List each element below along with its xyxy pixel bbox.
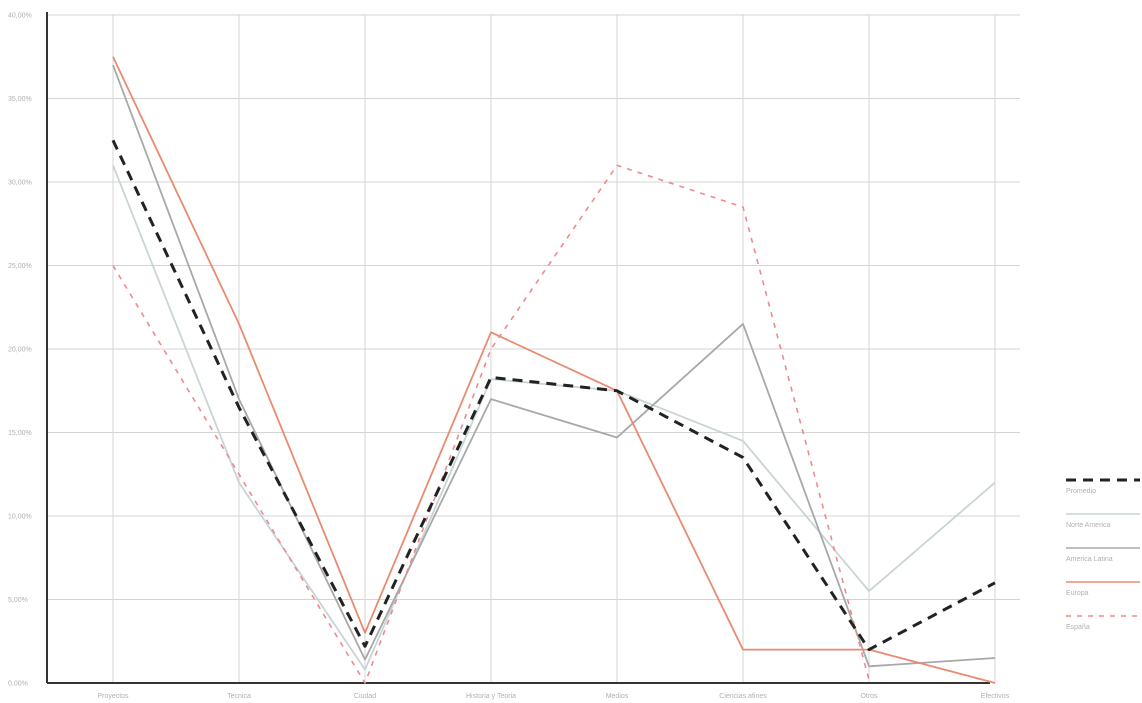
x-tick-label: Efectivos <box>981 693 1010 700</box>
legend-label-norte-america: Norte America <box>1066 522 1110 529</box>
x-tick-label: Ciencias afines <box>719 693 767 700</box>
legend-label-espana: España <box>1066 624 1090 631</box>
series-line-europa <box>112 56 996 684</box>
x-tick-label: Medios <box>606 693 629 700</box>
y-tick-label: 5,00% <box>8 597 28 604</box>
x-tick-label: Otros <box>860 693 878 700</box>
series-line-espana <box>112 164 870 684</box>
y-tick-label: 0,00% <box>8 681 28 688</box>
x-tick-label: Tecnica <box>227 693 251 700</box>
x-tick-label: Proyectos <box>97 693 129 700</box>
y-tick-label: 25,00% <box>8 263 32 270</box>
x-tick-label: Historia y Teoria <box>466 693 516 700</box>
series-line-promedio <box>111 139 996 652</box>
series-line-america-latina <box>112 64 996 668</box>
y-tick-label: 20,00% <box>8 347 32 354</box>
legend-label-promedio: Promedio <box>1066 488 1096 495</box>
x-tick-label: Ciudad <box>354 693 376 700</box>
y-tick-label: 30,00% <box>8 180 32 187</box>
y-tick-label: 35,00% <box>8 96 32 103</box>
y-tick-label: 40,00% <box>8 13 32 20</box>
y-tick-label: 10,00% <box>8 514 32 521</box>
y-tick-label: 15,00% <box>8 430 32 437</box>
legend-label-america-latina: America Latina <box>1066 556 1113 563</box>
legend-label-europa: Europa <box>1066 590 1089 597</box>
